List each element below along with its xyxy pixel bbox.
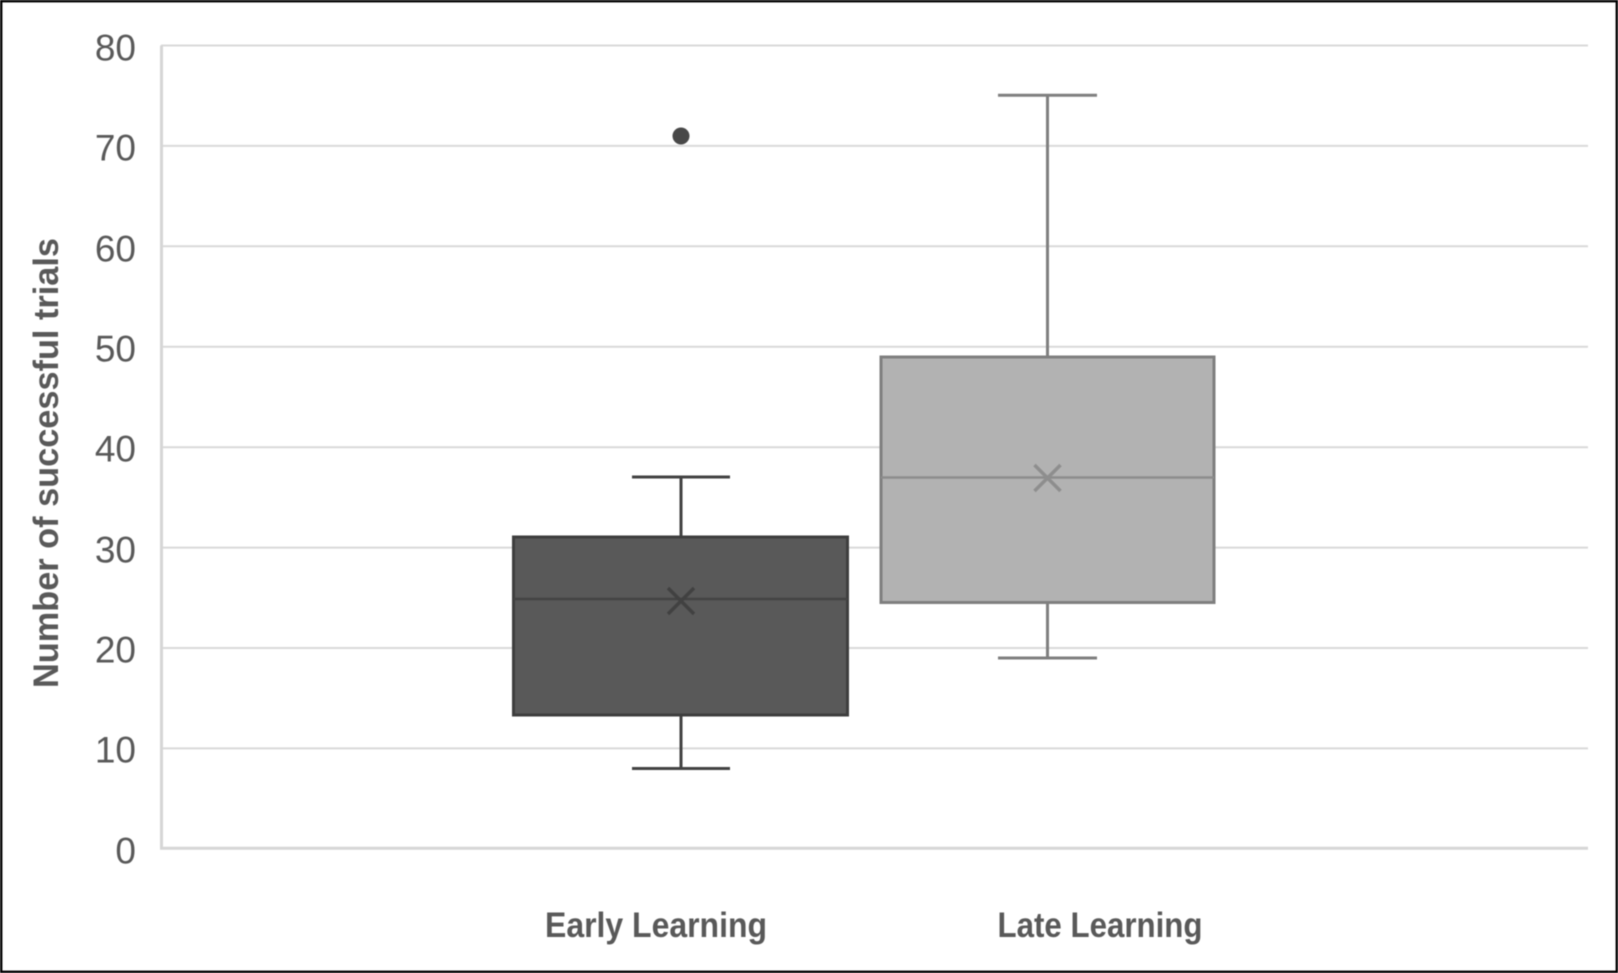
svg-text:10: 10	[95, 730, 136, 771]
svg-text:Late Learning: Late Learning	[998, 906, 1203, 945]
svg-text:70: 70	[95, 128, 136, 169]
svg-text:0: 0	[115, 831, 136, 872]
svg-text:30: 30	[95, 530, 136, 571]
svg-text:80: 80	[95, 28, 136, 69]
svg-text:Early Learning: Early Learning	[545, 906, 767, 945]
svg-text:50: 50	[95, 329, 136, 370]
svg-text:20: 20	[95, 630, 136, 671]
svg-text:Number of successful trials: Number of successful trials	[27, 238, 66, 688]
svg-text:60: 60	[95, 229, 136, 270]
svg-text:40: 40	[95, 429, 136, 470]
